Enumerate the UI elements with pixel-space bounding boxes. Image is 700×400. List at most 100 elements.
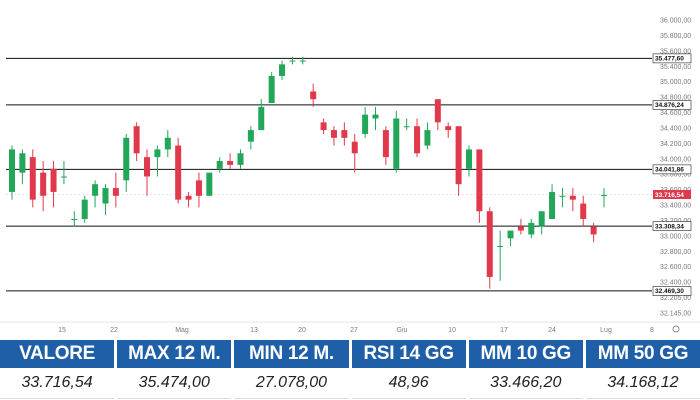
level-label-box <box>652 164 692 175</box>
candle-body <box>320 122 327 131</box>
candle-body <box>195 180 202 196</box>
candle-body <box>601 195 607 197</box>
level-label: 32.469,30 <box>655 288 684 295</box>
stat-header: MIN 12 M. <box>234 340 349 368</box>
y-tick-label: 35.800,00 <box>660 33 691 40</box>
candle-body <box>424 130 431 146</box>
candle-body <box>227 161 234 165</box>
x-tick-label: Lug <box>600 327 612 334</box>
candle-body <box>528 222 535 235</box>
candle-body <box>569 195 576 200</box>
y-tick-label: 34.400,00 <box>660 125 691 132</box>
y-tick-label: 32.600,00 <box>660 264 691 271</box>
candle-body <box>507 230 514 239</box>
stat-valore: VALORE 33.716,54 <box>0 340 115 400</box>
x-tick-label: Mag <box>175 327 189 334</box>
candle-body <box>341 130 348 138</box>
candle-body <box>237 153 244 165</box>
candle-body <box>247 130 254 142</box>
candle-body <box>299 60 306 62</box>
candle-body <box>497 246 504 248</box>
candle-body <box>133 126 140 154</box>
candle-body <box>258 106 265 131</box>
stat-header: MAX 12 M. <box>117 340 232 368</box>
candle-body <box>19 153 26 173</box>
stat-value: 33.716,54 <box>0 368 115 399</box>
candle-body <box>372 114 379 119</box>
candle-body <box>486 211 493 277</box>
candle-body <box>50 168 57 192</box>
candle-body <box>40 172 47 196</box>
level-label-box <box>652 53 692 64</box>
candle-body <box>144 157 151 177</box>
candle-body <box>476 149 483 212</box>
level-label: 34.876,24 <box>655 102 684 109</box>
stat-max-12m: MAX 12 M. 35.474,00 <box>117 340 232 400</box>
x-tick-label: 22 <box>110 327 118 334</box>
candle-body <box>465 149 472 169</box>
stat-mm-10: MM 10 GG 33.466,20 <box>468 340 583 400</box>
level-label-box <box>652 221 692 231</box>
candle-body <box>154 149 161 158</box>
x-tick-label: 20 <box>298 327 306 334</box>
stat-value: 27.078,00 <box>234 368 349 399</box>
stats-table: VALORE 33.716,54 MAX 12 M. 35.474,00 MIN… <box>0 340 700 400</box>
y-tick-label: 32.400,00 <box>660 280 691 287</box>
stat-min-12m: MIN 12 M. 27.078,00 <box>234 340 349 400</box>
candle-body <box>164 137 171 150</box>
candle-body <box>71 218 78 220</box>
candle-body <box>310 91 317 100</box>
y-tick-label: 34.800,00 <box>660 95 691 102</box>
stat-value: 35.474,00 <box>117 368 232 399</box>
x-tick-label: 17 <box>500 327 508 334</box>
price-chart[interactable]: 36.000,00 35.800,00 35.600,00 35.400,00 35.0… <box>0 0 700 340</box>
candle-body <box>445 126 452 131</box>
y-tick-label: 36.000,00 <box>660 18 691 25</box>
candlestick-chart-svg[interactable]: 36.000,00 35.800,00 35.600,00 35.400,00 35.0… <box>0 0 700 340</box>
stat-header: MM 10 GG <box>468 340 583 368</box>
y-tick-label: 34.000,00 <box>660 156 691 163</box>
x-tick-label: Giu <box>397 327 408 334</box>
settings-icon <box>672 325 680 333</box>
candle-body <box>81 199 88 219</box>
y-tick-label: 32.800,00 <box>660 249 691 256</box>
y-tick-label: 35.400,00 <box>660 64 691 71</box>
candle-body <box>414 126 421 154</box>
level-label: 35.477,60 <box>655 56 684 63</box>
candle-body <box>216 161 223 169</box>
candle-body <box>289 60 296 62</box>
candle-body <box>434 99 441 123</box>
candle-body <box>559 195 566 197</box>
y-tick-label: 35.000,00 <box>660 79 691 86</box>
level-label: 33.308,34 <box>655 223 684 230</box>
y-tick-label: 33.800,00 <box>660 172 691 179</box>
x-tick-label: 27 <box>350 327 358 334</box>
candle-body <box>590 226 597 235</box>
x-tick-label: 8 <box>650 327 654 334</box>
candle-body <box>60 176 67 178</box>
x-tick-label: 10 <box>448 327 456 334</box>
stat-value: 48,96 <box>351 368 466 399</box>
x-tick-label: 24 <box>548 327 556 334</box>
candle-body <box>92 184 99 196</box>
candle-body <box>268 75 275 104</box>
stat-value: 33.466,20 <box>468 368 583 399</box>
candle-body <box>123 137 130 181</box>
level-label-box <box>652 100 692 110</box>
candle-body <box>351 141 358 154</box>
x-tick-label: 15 <box>58 327 66 334</box>
stat-rsi-14: RSI 14 GG 48,96 <box>351 340 466 400</box>
candle-body <box>112 188 119 196</box>
candle-body <box>175 145 182 200</box>
candle-body <box>580 203 587 219</box>
candle-body <box>393 118 400 169</box>
candle-body <box>206 172 213 196</box>
x-tick-label: 13 <box>250 327 258 334</box>
candle-body <box>279 64 286 76</box>
level-label: 34.041,86 <box>655 167 684 174</box>
candle-body <box>382 130 389 158</box>
stat-value: 34.168,12 <box>585 368 700 399</box>
stat-mm-50: MM 50 GG 34.168,12 <box>585 340 700 400</box>
candle-body <box>538 211 545 227</box>
level-label-box <box>652 286 692 296</box>
